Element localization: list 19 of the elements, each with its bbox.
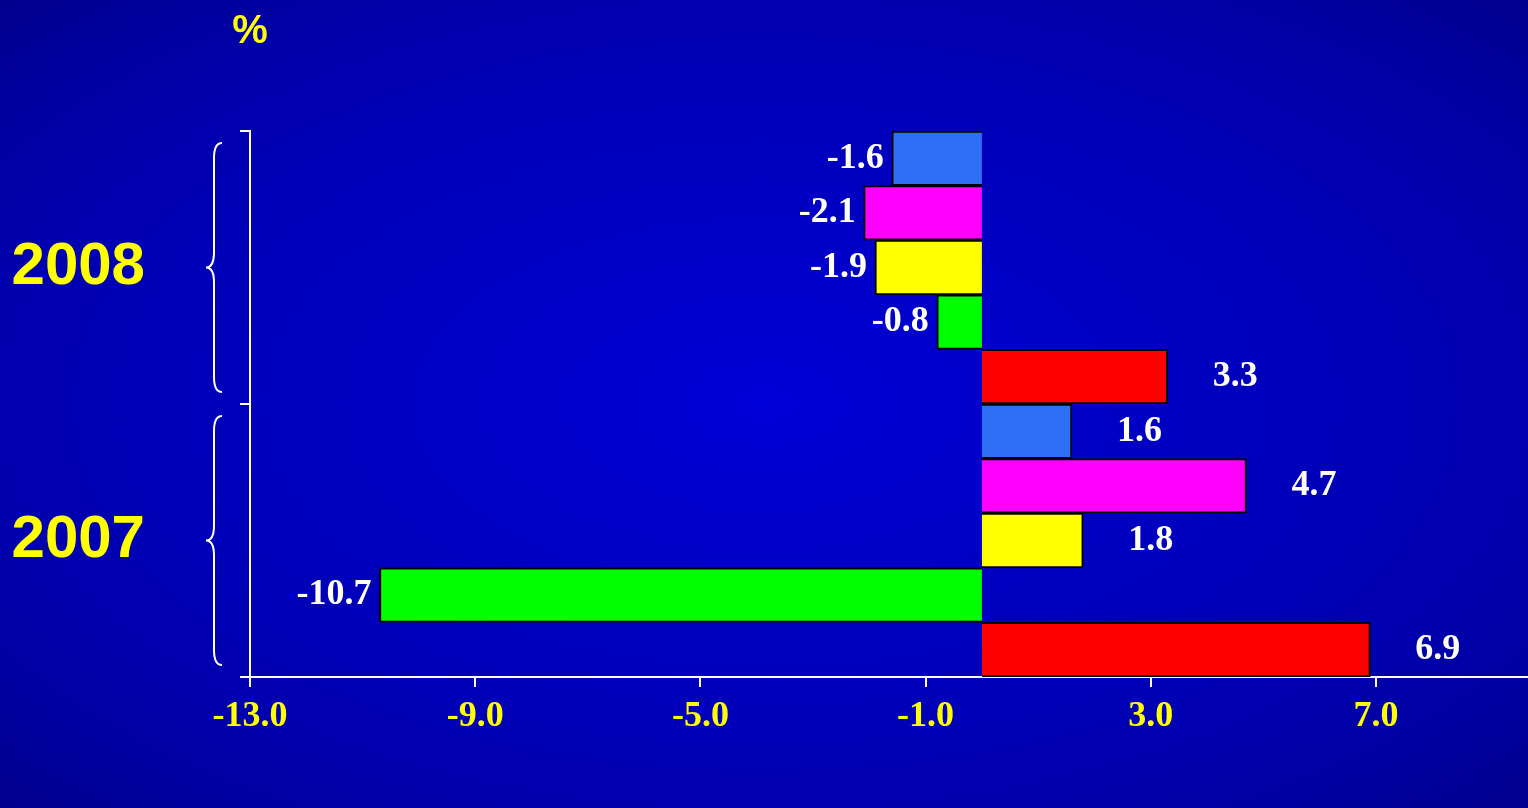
- text: %: [232, 7, 268, 52]
- x-tick-label: -9.0: [446, 693, 504, 734]
- data-label: 6.9: [1415, 627, 1461, 667]
- x-tick-label: -5.0: [671, 693, 729, 734]
- data-label: 4.7: [1291, 463, 1337, 504]
- data-label: -2.1: [798, 190, 856, 231]
- data-label: -1.6: [826, 135, 884, 176]
- data-label: 1.6: [1116, 408, 1162, 449]
- y-tick-label: 2008: [11, 230, 145, 298]
- data-label: 1.8: [1128, 517, 1174, 558]
- data-label: -1.9: [809, 244, 867, 285]
- x-tick-label: 7.0: [1353, 693, 1399, 734]
- data-label: -10.7: [296, 572, 372, 613]
- x-tick-label: -1.0: [897, 693, 955, 734]
- y-tick-label: 2007: [11, 503, 145, 571]
- x-tick-label: 3.0: [1128, 693, 1174, 734]
- x-tick-label: -13.0: [212, 693, 288, 734]
- data-label: 3.3: [1212, 354, 1258, 394]
- data-label: -0.8: [871, 299, 929, 340]
